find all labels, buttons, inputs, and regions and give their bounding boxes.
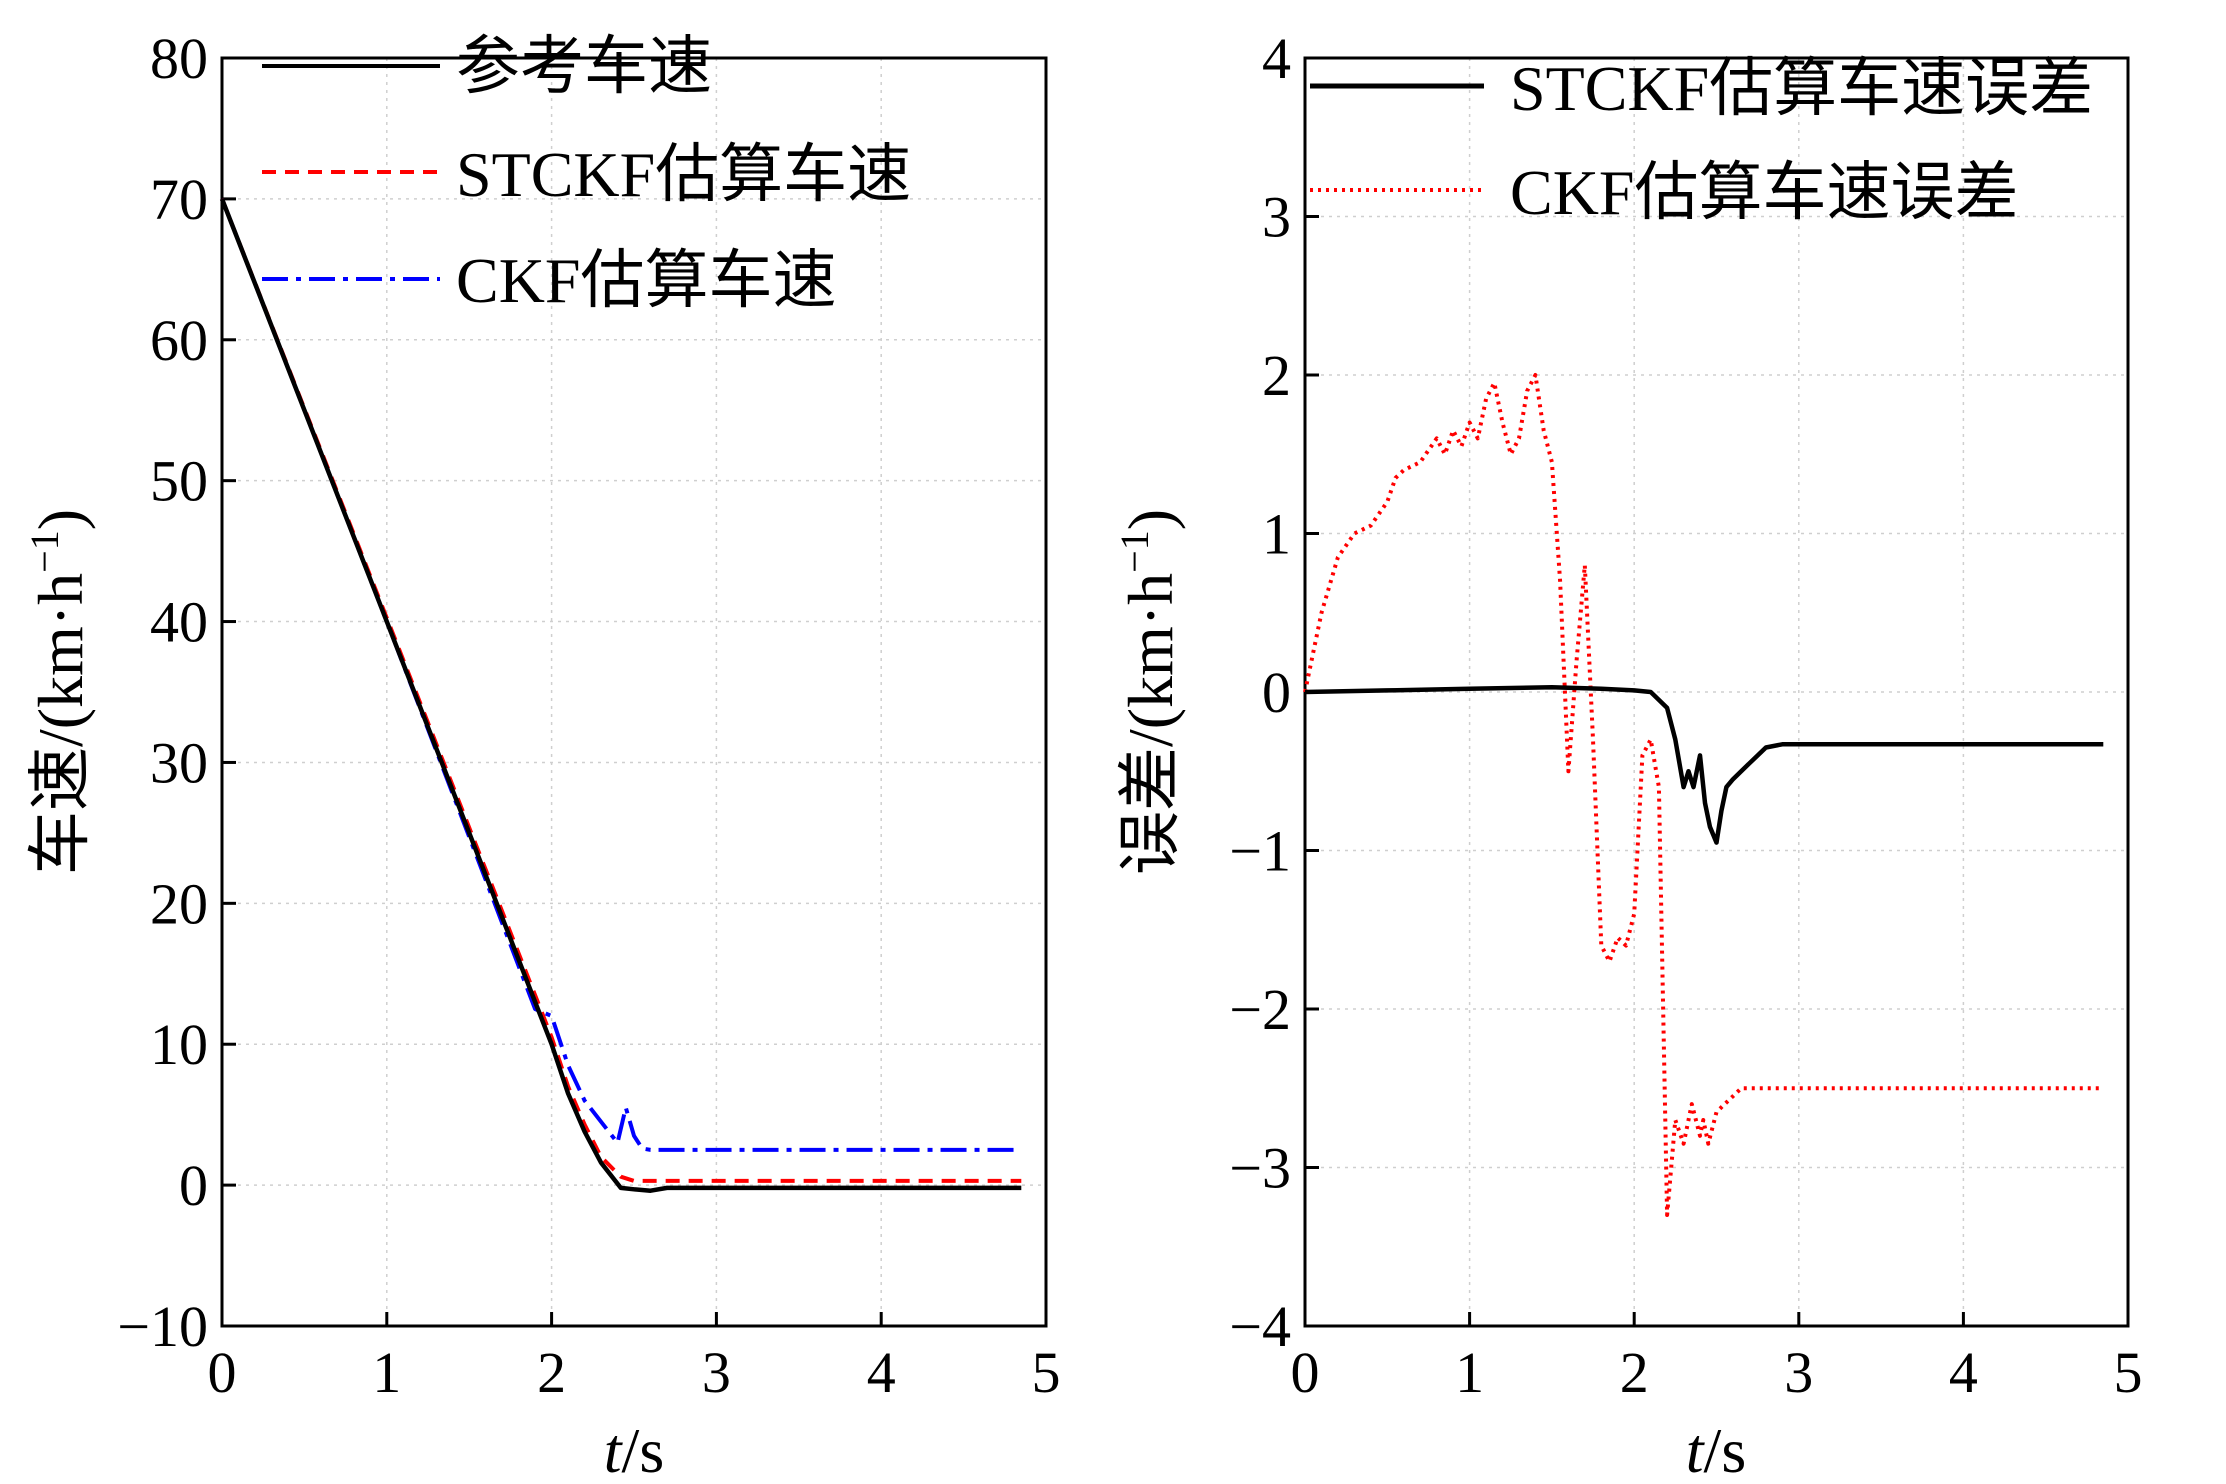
y-tick-label: 2 xyxy=(1262,343,1291,408)
right-chart: 0 1 2 3 4 5 −4 −3 −2 −1 0 1 2 3 4 STCKF估算车速误差 CKF估算车速误… xyxy=(1112,26,2143,1484)
y-tick-label: 0 xyxy=(179,1153,208,1218)
right-y-axis-label: 误差/(km·h−1) xyxy=(1112,509,1186,875)
legend-label-ckf-error: CKF估算车速误差 xyxy=(1510,157,2019,228)
left-legend: 参考车速 STCKF估算车速 CKF估算车速 xyxy=(262,31,911,316)
x-tick-label: 5 xyxy=(1032,1340,1061,1405)
x-tick-label: 4 xyxy=(867,1340,896,1405)
left-series xyxy=(219,198,1022,1193)
y-tick-label: −3 xyxy=(1229,1136,1291,1201)
x-tick-label: 4 xyxy=(1949,1340,1978,1405)
right-ticks: 0 1 2 3 4 5 −4 −3 −2 −1 0 1 2 3 4 xyxy=(1229,26,2142,1405)
y-tick-label: 70 xyxy=(150,167,208,232)
left-x-axis-label: t/s xyxy=(604,1415,664,1484)
legend-label-stckf: STCKF估算车速 xyxy=(456,139,911,210)
series-line xyxy=(220,198,1022,1183)
series-line xyxy=(1304,684,2104,845)
left-y-axis-label: 车速/(km·h−1) xyxy=(22,509,96,875)
x-tick-label: 3 xyxy=(702,1340,731,1405)
y-tick-label: −4 xyxy=(1229,1294,1291,1359)
y-tick-label: 1 xyxy=(1262,502,1291,567)
y-tick-label: 3 xyxy=(1262,185,1291,250)
x-tick-label: 5 xyxy=(2114,1340,2143,1405)
right-axes-frame xyxy=(1303,56,2130,1328)
y-tick-label: 10 xyxy=(150,1012,208,1077)
legend-label-ckf: CKF估算车速 xyxy=(456,245,837,316)
y-tick-label: 0 xyxy=(1262,660,1291,725)
x-tick-label: 3 xyxy=(1784,1340,1813,1405)
right-grid xyxy=(1305,58,2128,1326)
right-x-axis-label: t/s xyxy=(1686,1415,1746,1484)
series-line xyxy=(219,198,1022,1193)
legend-label-stckf-error: STCKF估算车速误差 xyxy=(1510,53,2093,124)
y-tick-label: −1 xyxy=(1229,819,1291,884)
right-legend: STCKF估算车速误差 CKF估算车速误差 xyxy=(1310,53,2093,228)
y-tick-label: −10 xyxy=(117,1294,208,1359)
y-tick-label: 80 xyxy=(150,26,208,91)
x-tick-label: 2 xyxy=(1620,1340,1649,1405)
y-tick-label: 60 xyxy=(150,308,208,373)
y-tick-label: 20 xyxy=(150,871,208,936)
legend-label-reference: 参考车速 xyxy=(456,31,712,102)
left-axes-frame xyxy=(220,56,1048,1328)
right-series xyxy=(1303,373,2104,1217)
x-tick-label: 0 xyxy=(1291,1340,1320,1405)
x-tick-label: 0 xyxy=(208,1340,237,1405)
left-grid xyxy=(222,58,1046,1326)
series-line xyxy=(220,198,1022,1152)
x-tick-label: 2 xyxy=(537,1340,566,1405)
y-tick-label: 4 xyxy=(1262,26,1291,91)
x-tick-label: 1 xyxy=(1455,1340,1484,1405)
y-tick-label: 40 xyxy=(150,590,208,655)
y-tick-label: 50 xyxy=(150,449,208,514)
y-tick-label: −2 xyxy=(1229,977,1291,1042)
y-tick-label: 30 xyxy=(150,730,208,795)
x-tick-label: 1 xyxy=(372,1340,401,1405)
